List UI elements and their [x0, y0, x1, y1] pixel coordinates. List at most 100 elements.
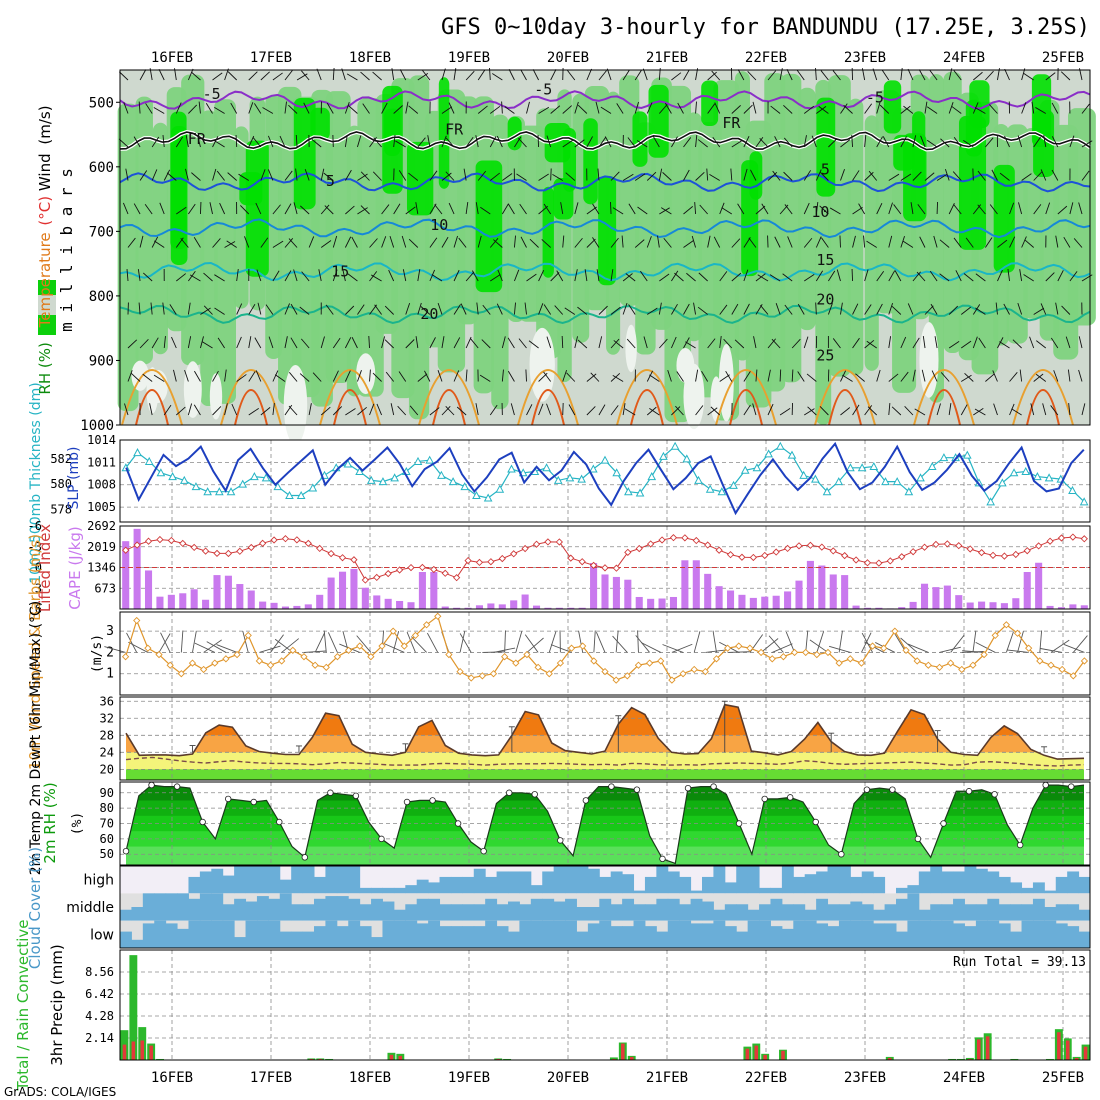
wind-barb	[604, 136, 612, 148]
cloud-cover-bar	[348, 898, 361, 921]
cape-bar	[1057, 607, 1066, 609]
wind-barb	[260, 169, 266, 181]
surface-wind-barb	[104, 646, 126, 653]
cape-bar	[749, 597, 757, 609]
cloud-cover-bar	[781, 928, 794, 948]
cloud-cover-bar	[975, 904, 988, 921]
cloud-cover-bar	[656, 931, 669, 948]
wind-barb	[299, 306, 310, 315]
wind-barb	[372, 171, 382, 181]
wind-barb	[647, 307, 658, 315]
wind-speed-point	[266, 661, 275, 669]
cloud-cover-bar	[199, 893, 212, 921]
precip-convective-bar	[612, 1058, 616, 1060]
cloud-cover-bar	[291, 866, 304, 894]
lifted-index-point	[259, 539, 267, 547]
rh2m-point	[633, 786, 641, 793]
wind-barb	[501, 369, 504, 382]
surface-wind-barb	[459, 633, 472, 653]
wind-barb	[1031, 101, 1035, 114]
wind-barb	[465, 271, 475, 282]
temp-tick-label: 28	[100, 728, 114, 742]
lifted-index-point	[818, 543, 826, 551]
wind-barb	[538, 303, 544, 315]
wind-barb	[1050, 405, 1059, 416]
rh-moist-column	[200, 110, 218, 407]
wind-speed-point	[300, 653, 308, 661]
wind-barb	[516, 173, 527, 181]
wind-barb	[408, 105, 419, 114]
cloud-cover-bar	[165, 923, 178, 948]
cape-bar	[464, 607, 472, 609]
cape-bar	[898, 607, 906, 609]
wind-speed-point	[333, 653, 342, 661]
cloud-cover-bar	[428, 898, 441, 921]
lifted-index-point	[418, 563, 427, 572]
surface-wind-barb	[1006, 649, 1029, 653]
isotherm-25-dome	[418, 369, 480, 426]
rh-dry-patch	[209, 373, 223, 420]
top-date-label: 16FEB	[151, 50, 193, 66]
wind-barb	[671, 72, 682, 81]
thickness-point	[577, 474, 586, 483]
cloud-cover-bar	[953, 898, 965, 921]
wind-barb	[373, 137, 382, 148]
wind-barb	[1053, 370, 1059, 382]
wind-barb	[214, 140, 225, 148]
lifted-index-point	[1035, 542, 1043, 550]
wind-barb	[1009, 202, 1015, 215]
cloud-cover-bar	[930, 866, 943, 894]
wind-barb	[1051, 136, 1059, 148]
precip-convective-bar	[968, 1058, 972, 1060]
lifted-index-point	[179, 539, 187, 548]
lifted-index-point	[521, 544, 529, 553]
wind-barb	[441, 106, 453, 114]
wind-barb	[985, 137, 994, 148]
wind-barb	[888, 403, 891, 416]
wind-barb	[308, 236, 315, 248]
cape-bar	[441, 606, 449, 609]
precip-tick-label: 4.28	[85, 1009, 114, 1023]
cloud-cover-bar	[713, 866, 726, 894]
wind-speed-point	[289, 646, 297, 654]
wind-barb	[405, 206, 416, 215]
wind-speed-point	[534, 663, 542, 671]
wind-barb	[827, 303, 833, 315]
cape-bar	[658, 598, 666, 609]
thickness-point	[1033, 472, 1042, 481]
wind-barb	[513, 302, 516, 315]
wind-barb	[564, 307, 576, 315]
surface-wind-barb	[526, 637, 544, 653]
rh2m-tick-label: 70	[100, 817, 114, 831]
cape-tick-label: 2019	[87, 540, 116, 554]
wind-barb	[1023, 274, 1034, 282]
cloud-cover-bar	[930, 904, 943, 921]
cape-bar	[761, 596, 769, 609]
thickness-point	[986, 497, 996, 506]
wind-barb	[1033, 373, 1044, 382]
wind-barb	[760, 304, 769, 315]
wind-barb	[272, 204, 281, 215]
wind-barb	[634, 173, 646, 181]
cape-bar	[578, 607, 586, 609]
surface-wind-barb	[1072, 635, 1088, 653]
wind-barb	[989, 104, 998, 114]
cloud-cover-bar	[542, 871, 555, 894]
wind-barb	[1057, 205, 1068, 215]
isotherm-0	[119, 131, 1091, 151]
wind-barb	[821, 237, 829, 248]
cape-bar	[293, 605, 301, 609]
wind-speed-point	[857, 659, 866, 667]
pressure-tick-label: 800	[89, 289, 114, 305]
wind-speed-point	[144, 644, 152, 652]
wind-barb	[1012, 339, 1022, 349]
cape-bar	[236, 584, 244, 609]
cape-bar	[955, 595, 963, 609]
cloud-cover-bar	[873, 923, 886, 948]
wind-barb	[1021, 102, 1027, 114]
surface-wind-barb	[900, 637, 918, 653]
wind-barb	[187, 403, 193, 416]
cape-bar	[612, 576, 620, 609]
wind-speed-point	[924, 661, 932, 669]
